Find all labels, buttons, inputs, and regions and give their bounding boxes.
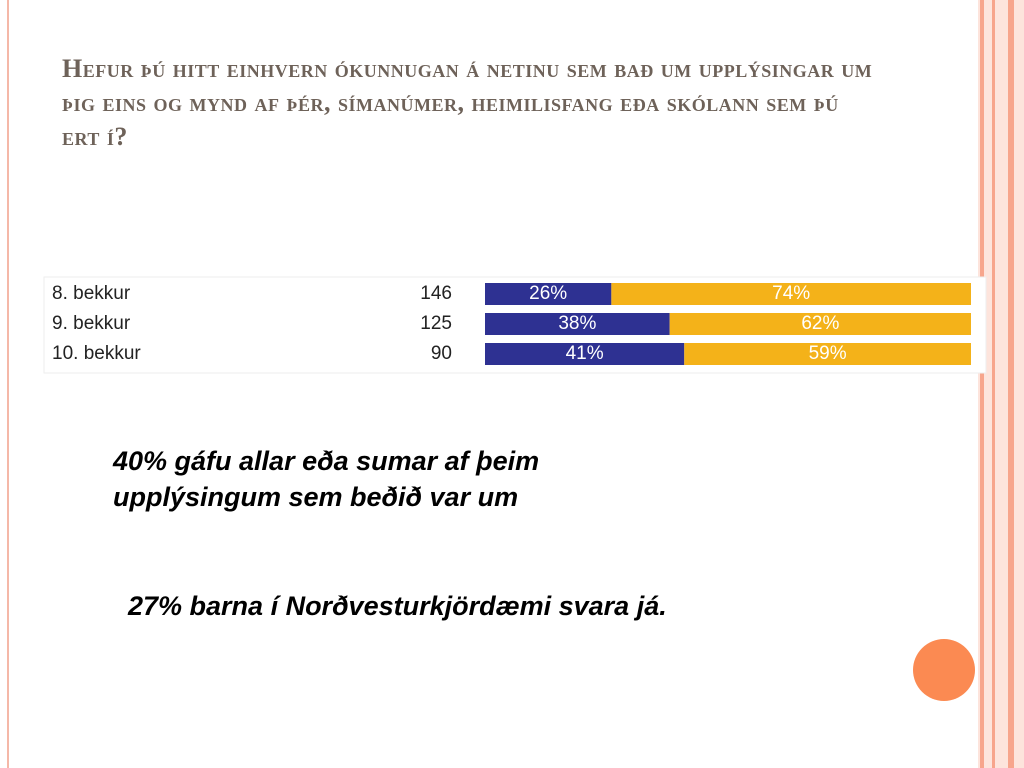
count-label: 146	[420, 283, 452, 304]
category-label: 10. bekkur	[52, 343, 141, 364]
value-label: 62%	[801, 313, 839, 334]
value-label: 74%	[772, 283, 810, 304]
slide-title: Hefur þú hitt einhvern ókunnugan á netin…	[62, 54, 873, 151]
decor-circle	[913, 639, 975, 701]
bar-segment	[684, 343, 971, 365]
count-label: 125	[420, 313, 452, 334]
note: 40% gáfu allar eða sumar af þeim upplýsi…	[113, 446, 540, 512]
category-label: 9. bekkur	[52, 313, 131, 334]
value-label: 41%	[566, 343, 604, 364]
stripe	[1008, 0, 1014, 768]
value-label: 26%	[529, 283, 567, 304]
bar-segment	[485, 283, 612, 305]
stripe	[992, 0, 995, 768]
value-label: 38%	[558, 313, 596, 334]
bar-segment	[485, 313, 670, 335]
bar-segment	[485, 343, 685, 365]
right-band	[978, 0, 1024, 768]
bar-segment	[669, 313, 971, 335]
bar-segment	[611, 283, 971, 305]
value-label: 59%	[809, 343, 847, 364]
count-label: 90	[431, 343, 452, 364]
stripe	[980, 0, 984, 768]
chart: 8. bekkur 146 26% 74% 9. bekkur 125 38% 62% 10. …	[52, 283, 971, 365]
category-label: 8. bekkur	[52, 283, 131, 304]
note: 27% barna í Norðvesturkjördæmi svara já.	[128, 591, 667, 621]
